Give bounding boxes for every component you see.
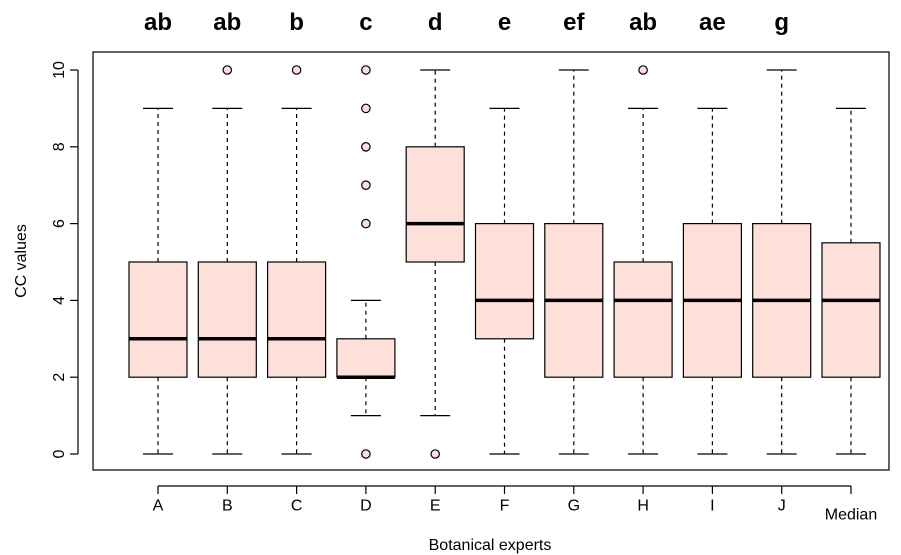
x-tick-label: H [637,497,649,514]
box-group-i [682,107,743,455]
x-axis-title: Botanical experts [429,537,552,554]
box-group-f [474,107,535,455]
box-group-b [197,65,257,455]
x-tick-label: I [710,497,714,514]
x-tick-label: J [778,497,786,514]
x-tick-label: C [291,497,303,514]
plot-frame [92,51,890,471]
box-group-e [405,69,465,459]
significance-letter: b [289,9,304,36]
significance-letter: ab [144,9,172,36]
box-rect [821,242,881,378]
significance-letter: ef [563,9,585,36]
y-tick-label: 6 [51,219,68,228]
x-tick-label: F [500,497,510,514]
box-rect [128,261,188,378]
outlier-point [361,449,371,459]
x-tick-label: A [153,497,164,514]
box-rect [336,338,396,378]
outlier-point [361,180,371,190]
y-tick-label: 2 [51,373,68,382]
outlier-point [638,65,648,75]
box-group-median [821,107,881,455]
box-group-c [267,65,327,455]
significance-letters: ab ab b c d e ef ab ae g [144,9,789,36]
box-rect [405,146,465,263]
box-rect [613,261,673,378]
outlier-point [430,449,440,459]
significance-letter: g [774,9,789,36]
y-tick-label: 8 [51,142,68,151]
box-group-a [128,107,188,455]
y-tick-label: 4 [51,296,68,305]
y-axis: 0 2 4 6 8 10 [51,61,79,458]
outlier-point [361,218,371,229]
x-tick-label: E [430,497,441,514]
significance-letter: ab [213,9,241,36]
boxes [128,65,881,459]
x-tick-label: D [360,497,372,514]
box-group-h [613,65,673,455]
box-rect [197,261,257,378]
box-group-d [336,65,396,459]
outlier-point [291,65,302,75]
x-axis: A B C D E F G H I J Median [153,485,877,523]
significance-letter: ab [629,9,657,36]
x-tick-label: Median [825,506,877,523]
outlier-point [361,103,371,114]
y-tick-label: 0 [51,449,68,458]
significance-letter: c [359,9,372,36]
significance-letter: d [428,9,443,36]
box-group-j [752,69,812,455]
x-tick-label: G [568,497,580,514]
outlier-point [222,65,233,75]
y-tick-label: 10 [51,61,68,79]
outlier-point [361,142,371,152]
box-rect [474,223,535,340]
significance-letter: ae [699,9,726,36]
y-axis-title: CC values [13,224,30,298]
significance-letter: e [498,9,511,36]
box-group-g [544,69,604,455]
box-rect [267,261,327,378]
outlier-point [361,65,371,75]
x-tick-label: B [222,497,233,514]
